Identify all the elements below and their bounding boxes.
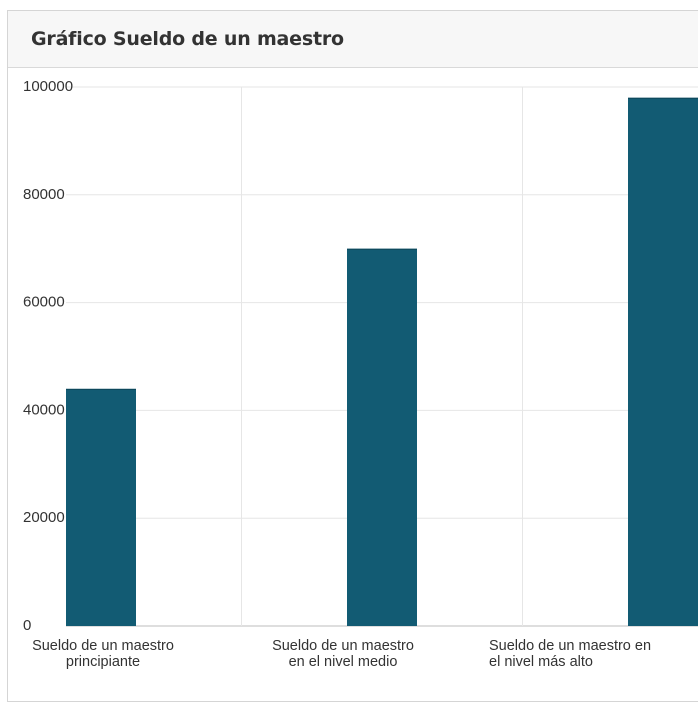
- y-tick-label: 100000: [23, 78, 73, 95]
- y-tick-label: 20000: [23, 509, 65, 526]
- y-tick-label: 80000: [23, 186, 65, 203]
- x-category-label: Sueldo de un maestro en: [489, 638, 651, 654]
- panel-header: Gráfico Sueldo de un maestro: [8, 11, 698, 68]
- x-category-label: Sueldo de un maestro: [32, 638, 174, 654]
- x-category-label: el nivel más alto: [489, 654, 593, 670]
- y-tick-label: 40000: [23, 401, 65, 418]
- x-category-label: en el nivel medio: [289, 654, 398, 670]
- bar: [628, 97, 698, 626]
- panel-title: Gráfico Sueldo de un maestro: [31, 28, 344, 50]
- y-tick-label: 0: [23, 617, 31, 634]
- bar: [347, 248, 417, 626]
- y-tick-label: 60000: [23, 294, 65, 311]
- x-category-label: principiante: [66, 654, 140, 670]
- x-category-label: Sueldo de un maestro: [272, 638, 414, 654]
- bar: [66, 388, 136, 626]
